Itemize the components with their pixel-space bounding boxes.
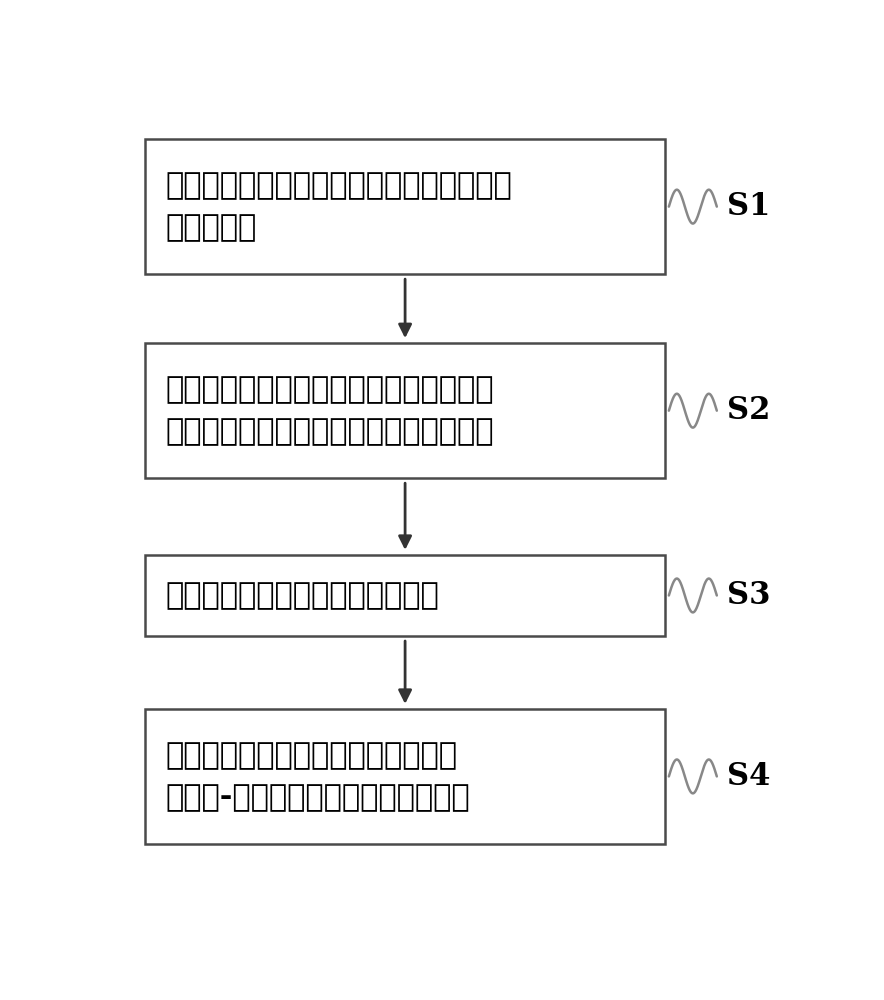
Text: S4: S4 <box>728 761 771 792</box>
Text: 亮度之间的线性关系，求解基础定标系数: 亮度之间的线性关系，求解基础定标系数 <box>165 417 494 446</box>
Bar <box>145 343 666 478</box>
Text: 光谱辐照度: 光谱辐照度 <box>165 213 256 242</box>
Text: 根据太阳辐照度数据，计算卫星传感器太阳: 根据太阳辐照度数据，计算卫星传感器太阳 <box>165 171 512 200</box>
Text: 精确计算卫星观测时刻的日地距离: 精确计算卫星观测时刻的日地距离 <box>165 581 439 610</box>
Text: S2: S2 <box>728 395 771 426</box>
Text: 构建卫星遥感器数字输出值和大气表观辐: 构建卫星遥感器数字输出值和大气表观辐 <box>165 375 494 404</box>
Text: S1: S1 <box>728 191 770 222</box>
Bar <box>145 555 666 636</box>
Text: S3: S3 <box>728 580 771 611</box>
Bar <box>145 139 666 274</box>
Bar <box>145 709 666 844</box>
Text: 根据基础定标系数与日地距离，求解: 根据基础定标系数与日地距离，求解 <box>165 741 457 770</box>
Text: 可见光-近红外通道辐射定标时序系数: 可见光-近红外通道辐射定标时序系数 <box>165 783 470 812</box>
